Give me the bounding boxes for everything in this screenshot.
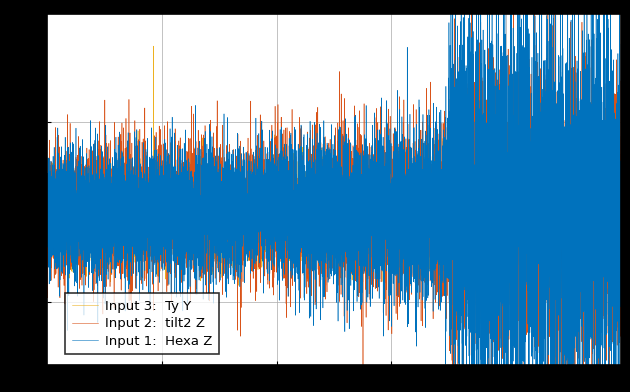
Line: Input 3:  Ty Y: Input 3: Ty Y <box>47 46 621 293</box>
Input 2:  tilt2 Z: (0.0045, -0.149): tilt2 Z: (0.0045, -0.149) <box>46 236 54 241</box>
Input 3:  Ty Y: (0.185, 0.92): Ty Y: (0.185, 0.92) <box>149 44 157 49</box>
Input 3:  Ty Y: (0.947, 0.165): Ty Y: (0.947, 0.165) <box>587 180 594 184</box>
Input 3:  Ty Y: (0.196, 0.113): Ty Y: (0.196, 0.113) <box>156 189 163 194</box>
Legend: Input 3:  Ty Y, Input 2:  tilt2 Z, Input 1:  Hexa Z: Input 3: Ty Y, Input 2: tilt2 Z, Input 1… <box>66 293 219 354</box>
Input 1:  Hexa Z: (0.0598, 0.182): Hexa Z: (0.0598, 0.182) <box>77 176 85 181</box>
Input 3:  Ty Y: (0.746, -0.453): Ty Y: (0.746, -0.453) <box>471 291 479 296</box>
Input 2:  tilt2 Z: (0.196, 0.0154): tilt2 Z: (0.196, 0.0154) <box>156 207 163 211</box>
Input 1:  Hexa Z: (0.489, 0.311): Hexa Z: (0.489, 0.311) <box>324 153 331 158</box>
Input 3:  Ty Y: (0.0045, -0.216): Ty Y: (0.0045, -0.216) <box>46 248 54 253</box>
Line: Input 2:  tilt2 Z: Input 2: tilt2 Z <box>47 0 621 392</box>
Input 2:  tilt2 Z: (0.947, -0.126): tilt2 Z: (0.947, -0.126) <box>587 232 594 237</box>
Input 2:  tilt2 Z: (0.489, -0.0681): tilt2 Z: (0.489, -0.0681) <box>324 221 331 226</box>
Input 3:  Ty Y: (0, 0.203): Ty Y: (0, 0.203) <box>43 173 51 178</box>
Input 3:  Ty Y: (1, -0.183): Ty Y: (1, -0.183) <box>617 242 624 247</box>
Input 1:  Hexa Z: (1, -0.176): Hexa Z: (1, -0.176) <box>617 241 624 246</box>
Input 1:  Hexa Z: (0.947, 0.605): Hexa Z: (0.947, 0.605) <box>587 100 594 105</box>
Input 2:  tilt2 Z: (0.0598, -0.178): tilt2 Z: (0.0598, -0.178) <box>77 241 85 246</box>
Input 1:  Hexa Z: (0.0045, 0.00199): Hexa Z: (0.0045, 0.00199) <box>46 209 54 214</box>
Input 1:  Hexa Z: (0.0414, 0.0326): Hexa Z: (0.0414, 0.0326) <box>67 203 75 208</box>
Input 3:  Ty Y: (0.489, 0.11): Ty Y: (0.489, 0.11) <box>324 189 331 194</box>
Input 2:  tilt2 Z: (0.0414, -0.0543): tilt2 Z: (0.0414, -0.0543) <box>67 219 75 224</box>
Input 3:  Ty Y: (0.0414, -0.0158): Ty Y: (0.0414, -0.0158) <box>67 212 75 217</box>
Input 1:  Hexa Z: (0, -0.0254): Hexa Z: (0, -0.0254) <box>43 214 51 219</box>
Line: Input 1:  Hexa Z: Input 1: Hexa Z <box>47 0 621 392</box>
Input 3:  Ty Y: (0.0598, 0.229): Ty Y: (0.0598, 0.229) <box>77 168 85 173</box>
Input 1:  Hexa Z: (0.196, -0.328): Hexa Z: (0.196, -0.328) <box>156 268 163 273</box>
Input 2:  tilt2 Z: (0, -0.153): tilt2 Z: (0, -0.153) <box>43 237 51 241</box>
Input 2:  tilt2 Z: (1, 0.0886): tilt2 Z: (1, 0.0886) <box>617 193 624 198</box>
